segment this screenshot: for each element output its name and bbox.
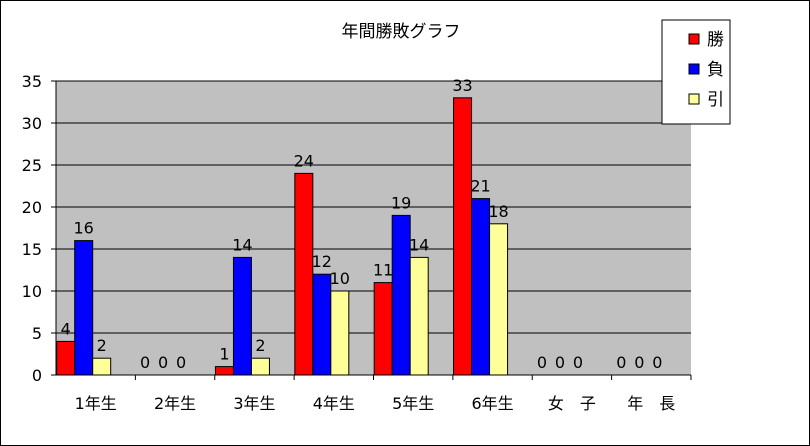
bar — [250, 357, 270, 376]
y-tick-label: 20 — [22, 198, 42, 217]
data-label: 0 — [616, 353, 626, 372]
legend-label: 引 — [707, 90, 724, 110]
y-tick-label: 15 — [22, 240, 42, 259]
data-label: 14 — [409, 235, 429, 254]
legend-label: 負 — [707, 60, 724, 80]
x-tick-label: 女 子 — [548, 394, 596, 413]
axes: 051015202530351年生 2年生 3年生 4年生 5年生 6年生女 子年 長 — [22, 72, 692, 413]
bar — [56, 340, 76, 376]
bars — [56, 97, 509, 376]
x-tick-label: 6年生 — [471, 394, 513, 413]
x-tick-label: 3年生 — [233, 394, 275, 413]
y-tick-label: 35 — [22, 72, 42, 91]
legend-label: 勝 — [707, 30, 724, 50]
bar — [453, 97, 473, 376]
data-label: 0 — [652, 353, 662, 372]
bar — [92, 357, 112, 376]
data-label: 0 — [176, 353, 186, 372]
x-tick-label: 4年生 — [313, 394, 355, 413]
x-tick-label: 年 長 — [627, 394, 675, 413]
bar — [409, 256, 429, 376]
plot-area — [56, 81, 691, 375]
y-tick-label: 5 — [32, 324, 42, 343]
data-label: 0 — [537, 353, 547, 372]
y-tick-label: 0 — [32, 366, 42, 385]
data-label: 18 — [488, 202, 508, 221]
gridlines — [56, 80, 691, 334]
data-label: 1 — [219, 345, 229, 364]
data-label: 12 — [312, 252, 332, 271]
bar — [214, 366, 234, 376]
bar — [391, 214, 411, 376]
y-tick-label: 25 — [22, 156, 42, 175]
bar — [471, 198, 491, 376]
data-label: 11 — [373, 261, 393, 280]
data-label: 33 — [452, 76, 472, 95]
data-label: 14 — [232, 235, 252, 254]
bar — [312, 273, 332, 376]
bar — [232, 256, 252, 376]
data-label: 4 — [61, 319, 71, 338]
bar — [330, 290, 350, 376]
y-tick-label: 30 — [22, 114, 42, 133]
chart-title: 年間勝敗グラフ — [342, 22, 461, 42]
data-label: 21 — [470, 177, 490, 196]
x-tick-label: 1年生 — [75, 394, 117, 413]
bar — [294, 172, 314, 376]
x-tick-label: 5年生 — [392, 394, 434, 413]
x-tick-label: 2年生 — [154, 394, 196, 413]
legend-swatch — [688, 63, 700, 75]
data-label: 16 — [74, 219, 94, 238]
data-label: 24 — [294, 151, 314, 170]
y-tick-label: 10 — [22, 282, 42, 301]
legend: 勝負引 — [661, 19, 731, 125]
bar — [373, 282, 393, 376]
data-label: 0 — [634, 353, 644, 372]
data-label: 0 — [140, 353, 150, 372]
data-label: 2 — [255, 336, 265, 355]
data-label: 0 — [158, 353, 168, 372]
bar — [489, 223, 509, 376]
data-label: 0 — [573, 353, 583, 372]
data-label: 10 — [330, 269, 350, 288]
data-label: 19 — [391, 193, 411, 212]
data-label: 0 — [555, 353, 565, 372]
legend-swatch — [688, 33, 700, 45]
bar — [74, 240, 94, 376]
data-label: 2 — [97, 336, 107, 355]
legend-swatch — [688, 93, 700, 105]
